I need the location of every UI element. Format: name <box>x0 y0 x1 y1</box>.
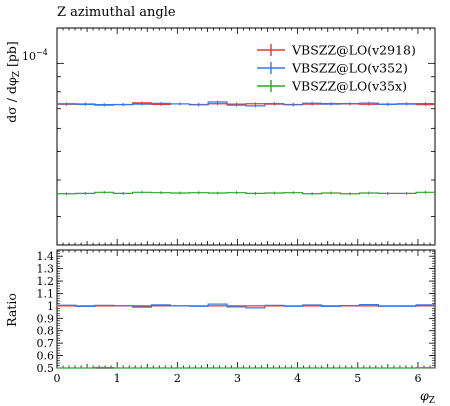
x-axis-label: φZ <box>420 388 435 406</box>
series-2-line <box>57 192 435 193</box>
legend: VBSZZ@LO(v2918) VBSZZ@LO(v352) VBSZZ@LO(v3… <box>257 43 416 94</box>
x-tick-label: 2 <box>174 372 181 385</box>
main-y-tick-label: 10−4 <box>22 48 48 63</box>
legend-label-0: VBSZZ@LO(v2918) <box>291 43 416 58</box>
series-2-ratio-line <box>57 368 435 369</box>
main-y-tick-exponent: −4 <box>36 48 48 57</box>
ratio-y-tick-label: 0.5 <box>37 362 55 375</box>
main-y-axis-label: dσ / dφZ [pb] <box>4 41 22 122</box>
ratio-y-tick-label: 0.9 <box>37 312 55 325</box>
ratio-y-tick-label: 1.2 <box>37 275 55 288</box>
x-tick-label: 0 <box>54 372 61 385</box>
ratio-y-tick-label: 1.4 <box>37 250 55 263</box>
x-tick-label: 4 <box>294 372 301 385</box>
x-tick-label: 3 <box>234 372 241 385</box>
x-tick-label: 5 <box>354 372 361 385</box>
x-tick-label: 1 <box>114 372 121 385</box>
ratio-y-tick-label: 1 <box>47 300 54 313</box>
x-axis-label-sub: Z <box>429 396 435 406</box>
main-y-axis-label-prefix: dσ / dφ <box>4 77 19 123</box>
main-y-tick-base: 10 <box>22 50 36 63</box>
ratio-y-tick-label: 1.1 <box>37 287 55 300</box>
ratio-y-tick-label: 1.3 <box>37 263 55 276</box>
legend-label-2: VBSZZ@LO(v35x) <box>291 79 407 94</box>
ratio-panel: 0 1 2 3 4 5 60.50.60.70.80.911.11.21.31.4 <box>37 250 436 385</box>
ratio-y-tick-label: 0.7 <box>37 337 55 350</box>
ratio-y-axis-label: Ratio <box>4 293 19 327</box>
main-y-axis-label-suffix: [pb] <box>4 41 19 71</box>
x-axis-label-prefix: φ <box>420 388 429 403</box>
ratio-y-tick-label: 0.6 <box>37 350 55 363</box>
ratio-frame <box>57 250 435 368</box>
x-tick-label: 6 <box>414 372 421 385</box>
ratio-y-tick-label: 0.8 <box>37 325 55 338</box>
legend-label-1: VBSZZ@LO(v352) <box>291 61 408 76</box>
chart-title: Z azimuthal angle <box>57 5 176 20</box>
